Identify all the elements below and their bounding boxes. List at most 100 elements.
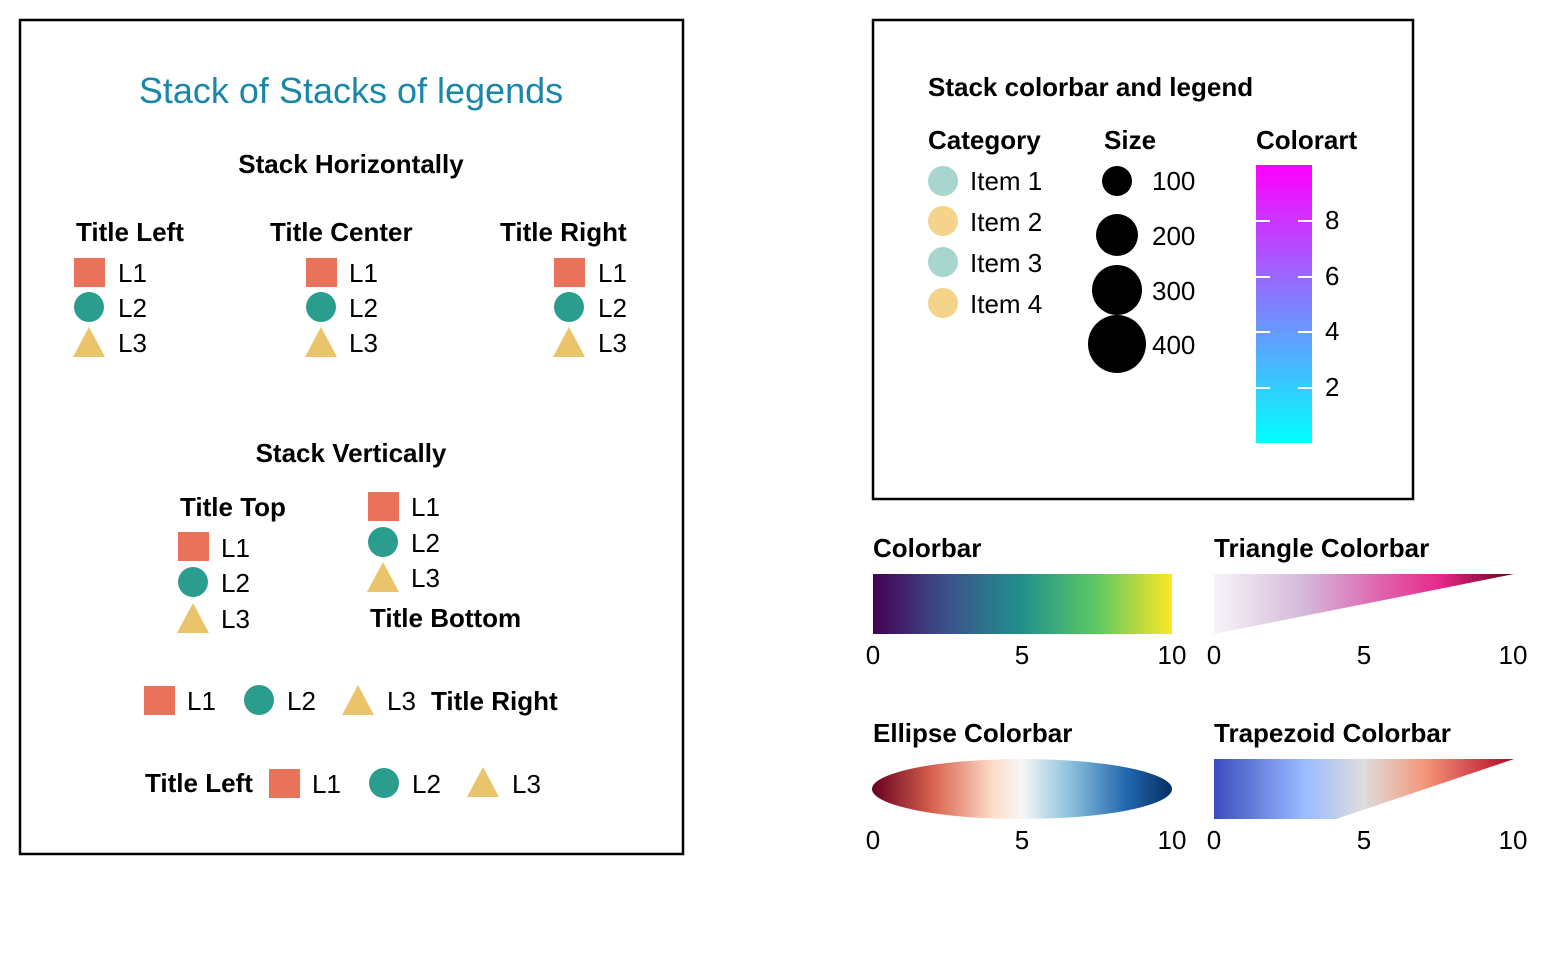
triangle-marker: [305, 327, 337, 357]
circle-marker: [369, 768, 399, 798]
circle-marker: [554, 292, 584, 322]
trapezoid-colorbar-title: Trapezoid Colorbar: [1214, 718, 1451, 748]
category-legend-title: Category: [928, 125, 1041, 155]
legend-label: L3: [387, 686, 416, 716]
colorbar-tick: 10: [1158, 825, 1187, 855]
legend-label: L1: [312, 769, 341, 799]
size-marker: [1092, 265, 1142, 315]
legend-label: L2: [287, 686, 316, 716]
legend-label: L1: [221, 533, 250, 563]
group-title-top: Title Top: [180, 492, 286, 522]
legend-label: L3: [221, 604, 250, 634]
category-label: Item 4: [970, 289, 1042, 319]
legend-label: L1: [118, 258, 147, 288]
trapezoid-colorbar-shape: [1214, 759, 1514, 819]
colorbar-rect: [873, 574, 1172, 634]
legend-label: L2: [118, 293, 147, 323]
circle-marker: [74, 292, 104, 322]
triangle-marker: [553, 327, 585, 357]
right-panel-frame: [871, 18, 1415, 501]
group-title-left: Title Left: [76, 217, 184, 247]
triangle-marker: [467, 767, 499, 797]
circle-marker: [244, 685, 274, 715]
left-panel-frame: [18, 18, 685, 856]
legend-label: L2: [411, 528, 440, 558]
legend-label: L3: [512, 769, 541, 799]
stack-vertically-heading: Stack Vertically: [256, 438, 447, 468]
size-marker: [1102, 166, 1132, 196]
colorbar-tick: 5: [1015, 640, 1029, 670]
left-panel-title: Stack of Stacks of legends: [139, 70, 563, 111]
size-marker: [1088, 315, 1146, 373]
colorart-title: Colorart: [1256, 125, 1357, 155]
size-label: 300: [1152, 276, 1195, 306]
colorbar-tick: 0: [1207, 640, 1221, 670]
legend-label: L2: [221, 568, 250, 598]
category-label: Item 1: [970, 166, 1042, 196]
category-marker: [928, 247, 958, 277]
square-marker: [74, 258, 105, 287]
colorart-ticks: [1256, 220, 1312, 389]
ellipse-colorbar-title: Ellipse Colorbar: [873, 718, 1072, 748]
square-marker: [178, 532, 209, 561]
triangle-colorbar-shape: [1214, 574, 1514, 634]
stack-horizontally-heading: Stack Horizontally: [238, 149, 464, 179]
colorbar-tick: 10: [1499, 825, 1528, 855]
circle-marker: [306, 292, 336, 322]
square-marker: [306, 258, 337, 287]
colorart-tick-label: 2: [1325, 372, 1339, 402]
category-marker: [928, 166, 958, 196]
square-marker: [144, 686, 175, 715]
legend-label: L2: [598, 293, 627, 323]
size-legend-title: Size: [1104, 125, 1156, 155]
colorbar-tick: 5: [1015, 825, 1029, 855]
legend-label: L1: [349, 258, 378, 288]
colorbar-tick: 10: [1499, 640, 1528, 670]
size-label: 100: [1152, 166, 1195, 196]
right-panel-title: Stack colorbar and legend: [928, 72, 1253, 102]
row-title-left: Title Left: [145, 768, 253, 798]
ellipse-colorbar-shape: [872, 759, 1172, 819]
legend-label: L3: [411, 563, 440, 593]
colorbar-title: Colorbar: [873, 533, 981, 563]
square-marker: [554, 258, 585, 287]
category-marker: [928, 288, 958, 318]
colorbar-tick: 0: [1207, 825, 1221, 855]
group-title-center: Title Center: [270, 217, 413, 247]
size-marker: [1096, 214, 1138, 256]
size-label: 200: [1152, 221, 1195, 251]
legend-label: L1: [187, 686, 216, 716]
legend-label: L3: [349, 328, 378, 358]
colorbar-tick: 0: [866, 825, 880, 855]
colorart-tick-label: 6: [1325, 261, 1339, 291]
row-title-right: Title Right: [431, 686, 558, 716]
square-marker: [269, 769, 300, 798]
triangle-marker: [342, 685, 374, 715]
colorbar-tick: 10: [1158, 640, 1187, 670]
triangle-colorbar-title: Triangle Colorbar: [1214, 533, 1429, 563]
colorart-tick-label: 8: [1325, 205, 1339, 235]
legend-label: L1: [411, 492, 440, 522]
category-marker: [928, 206, 958, 236]
colorbar-tick: 0: [866, 640, 880, 670]
triangle-marker: [177, 603, 209, 633]
colorbar-tick: 5: [1357, 640, 1371, 670]
legend-label: L1: [598, 258, 627, 288]
circle-marker: [178, 567, 208, 597]
legend-label: L2: [349, 293, 378, 323]
category-label: Item 3: [970, 248, 1042, 278]
colorart-tick-label: 4: [1325, 316, 1339, 346]
legend-label: L3: [598, 328, 627, 358]
triangle-marker: [367, 562, 399, 592]
legend-label: L3: [118, 328, 147, 358]
colorbar-tick: 5: [1357, 825, 1371, 855]
triangle-marker: [73, 327, 105, 357]
circle-marker: [368, 527, 398, 557]
colorart-bar: [1256, 165, 1312, 443]
square-marker: [368, 492, 399, 521]
legend-label: L2: [412, 769, 441, 799]
group-title-right: Title Right: [500, 217, 627, 247]
group-title-bottom: Title Bottom: [370, 603, 521, 633]
category-label: Item 2: [970, 207, 1042, 237]
